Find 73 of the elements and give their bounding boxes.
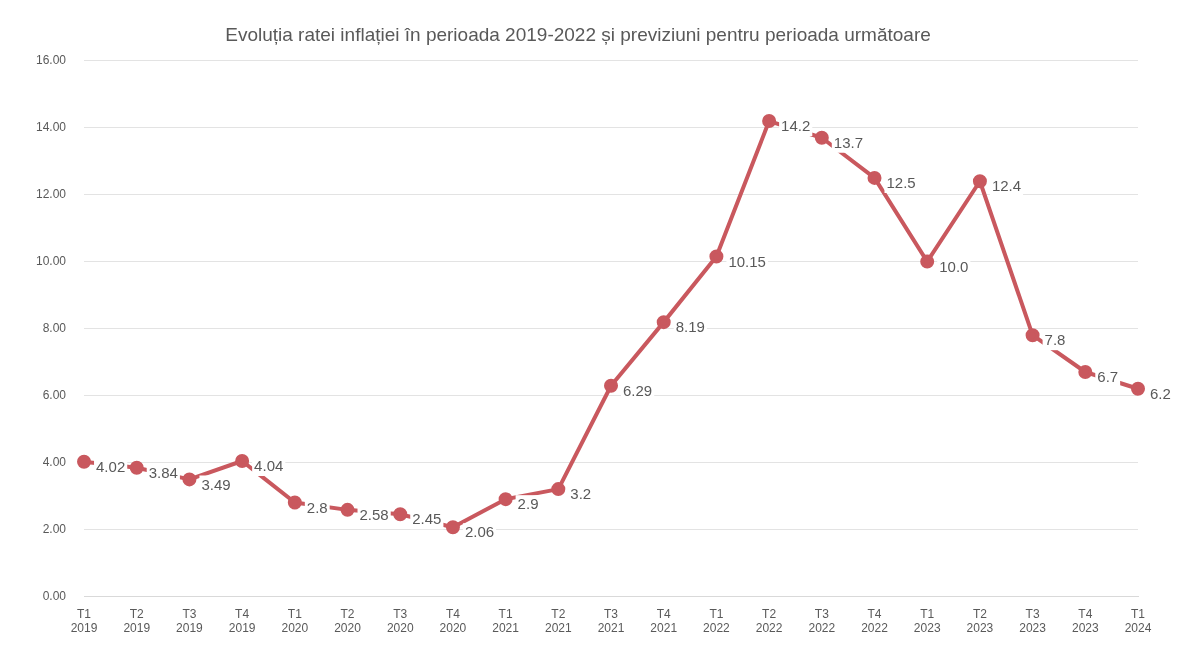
data-label: 12.5 [886,174,916,192]
point [1025,328,1040,343]
point [77,454,92,469]
point [129,460,144,475]
data-label: 14.2 [781,117,811,135]
data-label: 10.15 [728,252,766,270]
x-tick-label: T3 2019 [176,606,204,636]
y-tick-label: 12.00 [36,186,67,201]
point [814,130,829,145]
x-tick-label: T1 2019 [70,606,98,636]
x-tick-label: T3 2022 [808,606,836,636]
y-tick-label: 6.00 [42,387,67,402]
data-label: 13.7 [833,133,864,151]
point [656,315,671,330]
x-tick-label: T4 2021 [650,606,678,636]
x-tick-label: T2 2019 [123,606,151,636]
data-label: 6.2 [1150,384,1171,402]
point [498,492,513,507]
x-tick-label: T2 2023 [966,606,994,636]
x-tick-label: T2 2021 [544,606,572,636]
x-tick-label: T3 2021 [597,606,625,636]
data-label: 2.8 [306,498,328,516]
point [182,472,197,487]
data-label: 2.58 [359,506,389,524]
x-tick-label: T1 2021 [492,606,520,636]
data-label: 3.49 [201,475,231,493]
y-tick-label: 16.00 [36,53,67,68]
point [920,254,935,269]
x-tick-label: T2 2022 [755,606,783,636]
data-label: 2.9 [517,495,539,513]
x-tick-label: T4 2022 [861,606,889,636]
data-label: 3.84 [148,463,178,481]
data-label: 6.7 [1097,368,1119,386]
point [287,495,302,510]
point [709,249,724,264]
x-tick-label: T1 2022 [703,606,731,636]
x-tick-label: T3 2023 [1019,606,1047,636]
x-tick-label: T1 2020 [281,606,309,636]
x-tick-label: T3 2020 [386,606,414,636]
y-tick-label: 8.00 [42,320,67,335]
data-label: 7.8 [1044,331,1066,349]
point [972,174,987,189]
y-tick-label: 4.00 [42,454,67,469]
x-tick-label: T2 2020 [334,606,362,636]
point [393,507,408,522]
point [445,520,460,535]
y-tick-label: 10.00 [36,253,67,268]
x-tick-label: T4 2023 [1071,606,1099,636]
point [235,454,250,469]
point [1078,365,1093,379]
point [867,170,882,185]
point [762,114,777,129]
data-label: 12.4 [991,177,1022,195]
data-label: 4.04 [254,457,284,475]
x-tick-label: T4 2020 [439,606,467,636]
point [551,482,566,497]
data-label: 10.0 [939,257,969,275]
data-label: 2.45 [412,510,442,528]
point [1131,381,1145,396]
data-label: 3.2 [570,485,592,503]
data-label: 8.19 [675,318,705,336]
chart-title: Evoluția ratei inflației în perioada 2019-2022 și previziuni pentru perioada următoare [225,23,931,45]
y-tick-label: 0.00 [42,588,67,603]
x-tick-label: T1 2023 [913,606,941,636]
data-label: 4.02 [96,457,126,475]
x-tick-label: T4 2019 [228,606,256,636]
data-label: 6.29 [623,381,653,399]
point [340,502,355,517]
x-tick-label: T1 2024 [1124,606,1152,636]
point [604,378,619,393]
y-tick-label: 2.00 [42,521,67,536]
y-tick-label: 14.00 [36,120,67,135]
data-label: 2.06 [464,523,495,541]
